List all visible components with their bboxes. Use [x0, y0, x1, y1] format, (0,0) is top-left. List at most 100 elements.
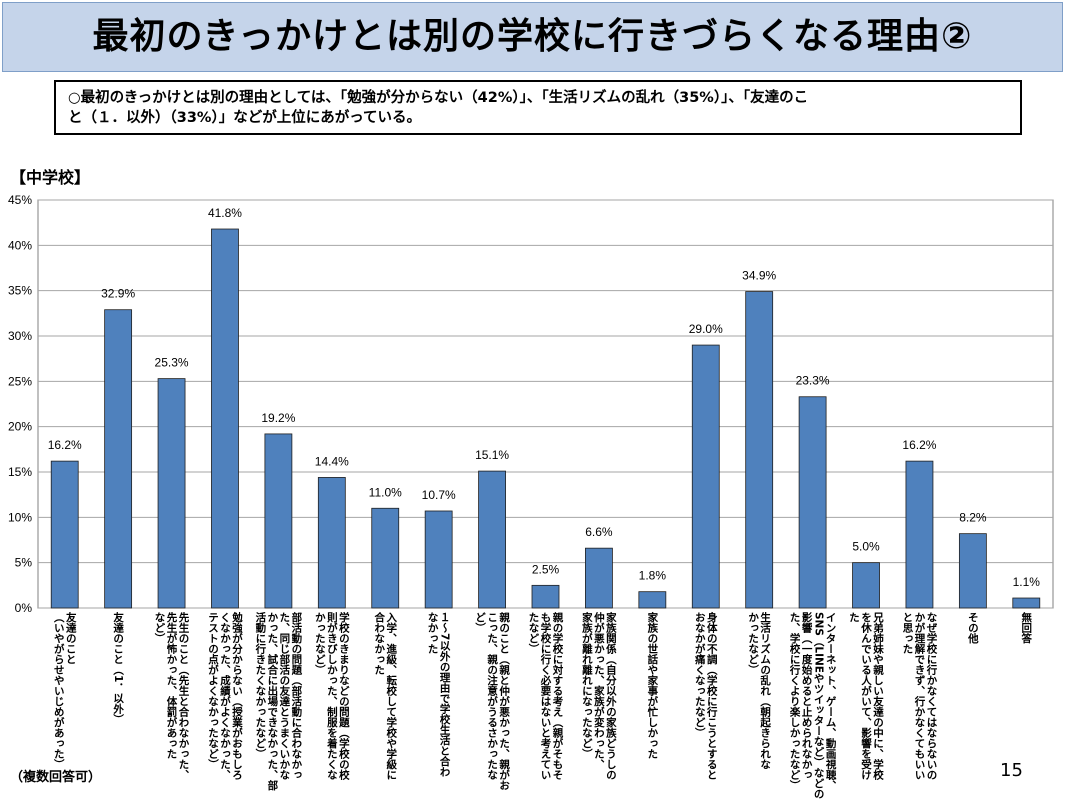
category-label-line: インターネット、ゲーム、動画視聴、 — [825, 612, 837, 791]
category-label-line: 活動に行きたくなかったなど） — [254, 611, 266, 759]
data-label: 14.4% — [315, 454, 349, 468]
category-label: 家族関係（自分以外の家族どうしの仲が悪かった、家族が変わった、家族が離れ離れにな… — [581, 611, 617, 780]
category-label: 勉強が分からない（授業がおもしろくなかった、成績がよくなかった、テストの点がよく… — [207, 611, 243, 781]
y-tick-label: 10% — [8, 510, 32, 524]
bar — [958, 533, 987, 609]
category-label-line: おなかが痛くなったなど） — [694, 612, 706, 738]
category-label-line: かったなど） — [314, 612, 326, 675]
category-label-line: 友達のこと — [65, 611, 77, 664]
category-label: その他 — [967, 612, 979, 644]
page-number: 15 — [1000, 760, 1023, 781]
data-label: 6.6% — [585, 525, 613, 539]
category-label-line: ど） — [474, 612, 486, 633]
category-label-line: テストの点がよくなかったなど） — [207, 612, 219, 770]
category-label-line: 先生のこと（先生と合わなかった、 — [178, 611, 190, 780]
section-label: 【中学校】 — [10, 168, 91, 187]
category-label-line: た — [848, 612, 860, 623]
category-label-line: 無回答 — [1020, 611, 1032, 644]
data-label: 1.1% — [1013, 575, 1041, 589]
bar — [317, 477, 346, 609]
data-label: 16.2% — [48, 438, 82, 452]
category-label-line: こった、親の注意がうるさかったな — [486, 612, 498, 780]
bar — [638, 591, 667, 609]
category-label-line: 家族の世話や家事が忙しかった — [646, 611, 658, 759]
category-label: 友達のこと（いやがらせやいじめがあった） — [53, 611, 77, 769]
category-label-line: も学校に行く必要はないと考えてい — [540, 612, 552, 780]
category-label-line: 則がきびしかった、制服を着たくな — [326, 611, 338, 780]
category-label-line: 影響（一度始めると止められなかっ — [801, 611, 813, 780]
y-tick-label: 15% — [8, 465, 32, 479]
bar — [211, 228, 239, 609]
category-label: インターネット、ゲーム、動画視聴、SNS（LINEやツイッターなど）などの影響（… — [789, 611, 837, 799]
category-label-line: 家族関係（自分以外の家族どうしの — [605, 611, 617, 780]
bar — [691, 344, 720, 609]
category-label-line: くなかった、成績がよくなかった、 — [219, 612, 231, 780]
footnote: （複数回答可） — [10, 770, 102, 785]
category-label-line: た、同じ部活の友達とうまくいかな — [278, 612, 290, 780]
category-label-line: 友達のこと（1．以外） — [112, 611, 124, 724]
data-label: 29.0% — [689, 322, 723, 336]
plot-area — [37, 199, 1054, 609]
category-label-line: 親のこと（親と仲が悪かった、親がお — [498, 611, 510, 790]
page-title: 最初のきっかけとは別の学校に行きづらくなる理由② — [92, 16, 973, 57]
category-label-line: 勉強が分からない（授業がおもしろ — [231, 611, 243, 781]
bar — [478, 470, 506, 609]
category-label-line: 兄弟姉妹や親しい友達の中に、学校 — [872, 612, 884, 781]
category-label-line: かった、試合に出場できなかった、部 — [266, 612, 278, 791]
y-tick-label: 20% — [8, 420, 32, 434]
data-label: 5.0% — [852, 540, 880, 554]
category-label-line: など） — [154, 612, 166, 644]
data-label: 1.8% — [639, 569, 667, 583]
title-bar: 最初のきっかけとは別の学校に行きづらくなる理由② — [2, 2, 1063, 72]
data-label: 10.7% — [422, 488, 456, 502]
category-label-line: 家族が離れ離れになったなど） — [581, 611, 593, 759]
bar — [50, 460, 79, 609]
y-tick-label: 30% — [8, 329, 32, 343]
category-label: 部活動の問題（部活動に合わなかった、同じ部活の友達とうまくいかなかった、試合に出… — [254, 611, 302, 791]
data-label: 41.8% — [208, 206, 242, 220]
category-label-line: 生活リズムの乱れ（朝起きられな — [759, 611, 771, 769]
category-label-line: と思った — [901, 612, 913, 654]
bar — [264, 433, 293, 609]
category-label-line: かったなど） — [747, 612, 759, 675]
summary-line-2: と（１．以外）（33%）」などが上位にあがっている。 — [68, 110, 421, 126]
category-label-line: 先生が怖かった、体罰があった — [166, 611, 178, 759]
bar — [531, 584, 560, 609]
label-layer: 16.2% 32.9% 25.3% 41.8% 19.2% 14.4% 11.0% 10.7%… — [48, 206, 1041, 589]
category-label-line: を休んでいる人がいて、影響を受け — [860, 612, 872, 781]
bar — [852, 562, 880, 609]
category-label-line: た、学校に行くより楽しかったなど） — [789, 612, 801, 791]
category-label-line: 身体の不調（学校に行こうとすると — [706, 611, 718, 780]
data-label: 8.2% — [959, 511, 987, 525]
bar — [424, 510, 453, 609]
category-label-line: なかった — [427, 612, 439, 654]
data-label: 2.5% — [532, 562, 560, 576]
category-label: 家族の世話や家事が忙しかった — [646, 611, 658, 759]
category-label-line: １～7以外の理由で学校生活と合わ — [439, 612, 451, 777]
bar-layer — [50, 228, 1041, 609]
bar — [371, 507, 400, 609]
category-label-line: 親の学校に対する考え（親がそもそ — [552, 611, 564, 781]
bar — [905, 460, 934, 609]
category-label-line: かが理解できず、行かなくてもいい — [913, 612, 925, 780]
category-label: 友達のこと（1．以外） — [112, 611, 124, 724]
category-label-line: 部活動の問題（部活動に合わなかっ — [290, 611, 302, 780]
grid-layer: 0% 5% 10% 15% 20% 25% 30% 35% 40% 45% — [8, 193, 1054, 615]
y-tick-label: 0% — [15, 601, 33, 615]
summary-box: ○最初のきっかけとは別の理由としては、「勉強が分からない（42%）」、「生活リズ… — [54, 80, 1022, 135]
y-tick-label: 40% — [8, 238, 32, 252]
bar — [1012, 597, 1041, 609]
category-label-line: たなど） — [528, 612, 540, 654]
y-tick-label: 5% — [15, 556, 33, 570]
